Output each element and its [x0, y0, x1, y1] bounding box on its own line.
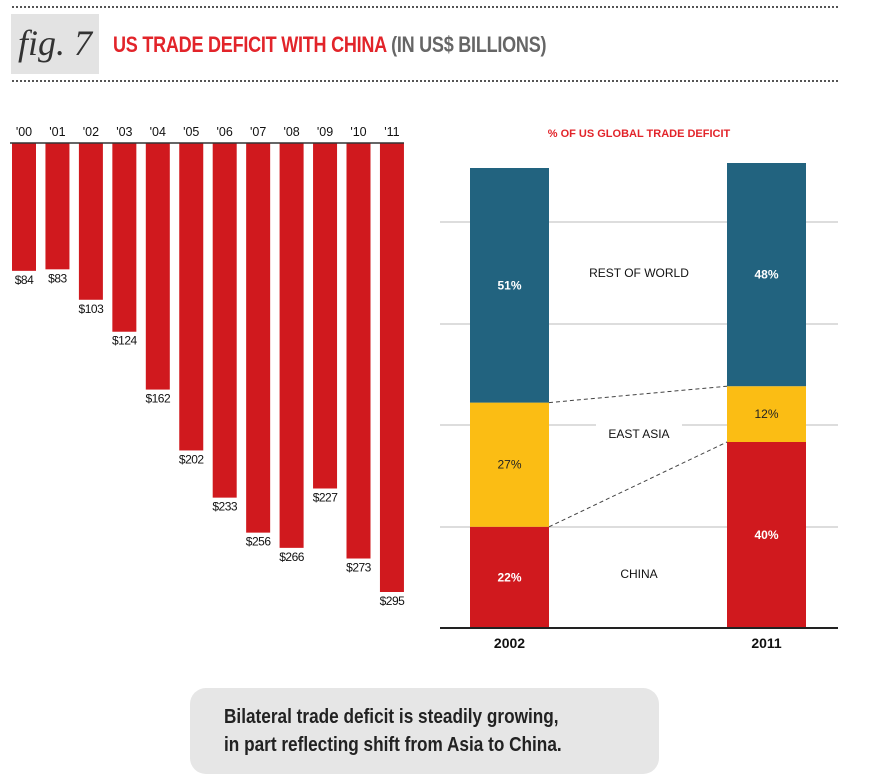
segment-value-label: 48%: [754, 268, 778, 282]
year-tick-label: '04: [150, 125, 166, 139]
figure-number: fig. 7: [17, 23, 92, 63]
deficit-bar: [279, 143, 304, 548]
deficit-bar: [12, 143, 36, 271]
deficit-bar: [246, 143, 271, 533]
deficit-bar: [212, 143, 237, 498]
annual-deficit-chart: '00 $84 '01 $83 '02 $103 '03 $124 '04 $162 '05 $202…: [10, 125, 406, 608]
segment-value-label: 40%: [754, 528, 778, 542]
deficit-bar: [379, 143, 404, 592]
segment-china: [727, 442, 806, 628]
top-divider: [12, 6, 838, 8]
year-axis-label: 2002: [494, 635, 525, 651]
figure-number-box: fig. 7: [11, 14, 99, 74]
shift-connector-line: [548, 441, 728, 528]
year-tick-label: '09: [317, 125, 333, 139]
series-label-china: CHINA: [620, 567, 657, 581]
deficit-value-label: $295: [380, 594, 406, 608]
deficit-value-label: $162: [145, 392, 171, 406]
year-tick-label: '01: [49, 125, 65, 139]
deficit-value-label: $83: [48, 271, 67, 285]
year-tick-label: '03: [116, 125, 132, 139]
segment-china: [470, 526, 549, 628]
caption-line-1: Bilateral trade deficit is steadily grow…: [224, 706, 559, 728]
deficit-value-label: $266: [279, 550, 305, 564]
deficit-value-label: $202: [179, 452, 205, 466]
shift-connector-line: [548, 385, 728, 404]
deficit-value-label: $273: [346, 561, 372, 575]
deficit-bar: [179, 143, 204, 451]
share-of-deficit-chart: % OF US GLOBAL TRADE DEFICIT 22% 27% 51% 200…: [440, 128, 838, 651]
segment-value-label: 22%: [497, 570, 521, 584]
series-label-east-asia: EAST ASIA: [608, 427, 669, 441]
share-chart-title: % OF US GLOBAL TRADE DEFICIT: [548, 128, 731, 140]
segment-east-asia: [470, 402, 549, 527]
chart-title: US TRADE DEFICIT WITH CHINA (IN US$ BILL…: [113, 32, 547, 58]
caption-box: Bilateral trade deficit is steadily grow…: [190, 688, 659, 774]
deficit-value-label: $103: [79, 302, 105, 316]
chart-title-units: (IN US$ BILLIONS): [391, 32, 547, 57]
year-tick-label: '06: [217, 125, 233, 139]
caption-line-2: in part reflecting shift from Asia to Ch…: [224, 734, 562, 756]
deficit-bar: [45, 143, 70, 270]
year-tick-label: '11: [384, 125, 399, 139]
year-axis-label: 2011: [751, 635, 782, 651]
deficit-value-label: $256: [246, 535, 272, 549]
chart-title-main: US TRADE DEFICIT WITH CHINA: [113, 32, 387, 57]
year-tick-label: '05: [183, 125, 199, 139]
deficit-bar: [112, 143, 137, 332]
segment-rest-of-world: [727, 163, 806, 387]
deficit-value-label: $227: [313, 491, 339, 505]
segment-value-label: 51%: [497, 278, 521, 292]
year-tick-label: '10: [350, 125, 366, 139]
segment-rest-of-world: [470, 168, 549, 403]
year-tick-label: '00: [16, 125, 32, 139]
label-mask: [596, 418, 682, 432]
deficit-bar: [313, 143, 338, 489]
segment-east-asia: [727, 386, 806, 442]
deficit-bar: [145, 143, 170, 390]
series-label-rest-of-world: REST OF WORLD: [589, 266, 689, 280]
segment-value-label: 12%: [754, 407, 778, 421]
deficit-value-label: $84: [15, 273, 34, 287]
year-tick-label: '02: [83, 125, 99, 139]
year-tick-label: '08: [283, 125, 299, 139]
deficit-bar: [346, 143, 371, 559]
deficit-value-label: $233: [212, 500, 238, 514]
segment-value-label: 27%: [497, 458, 521, 472]
deficit-value-label: $124: [112, 334, 138, 348]
header-divider: [12, 80, 838, 82]
deficit-bar: [78, 143, 103, 300]
year-tick-label: '07: [250, 125, 266, 139]
